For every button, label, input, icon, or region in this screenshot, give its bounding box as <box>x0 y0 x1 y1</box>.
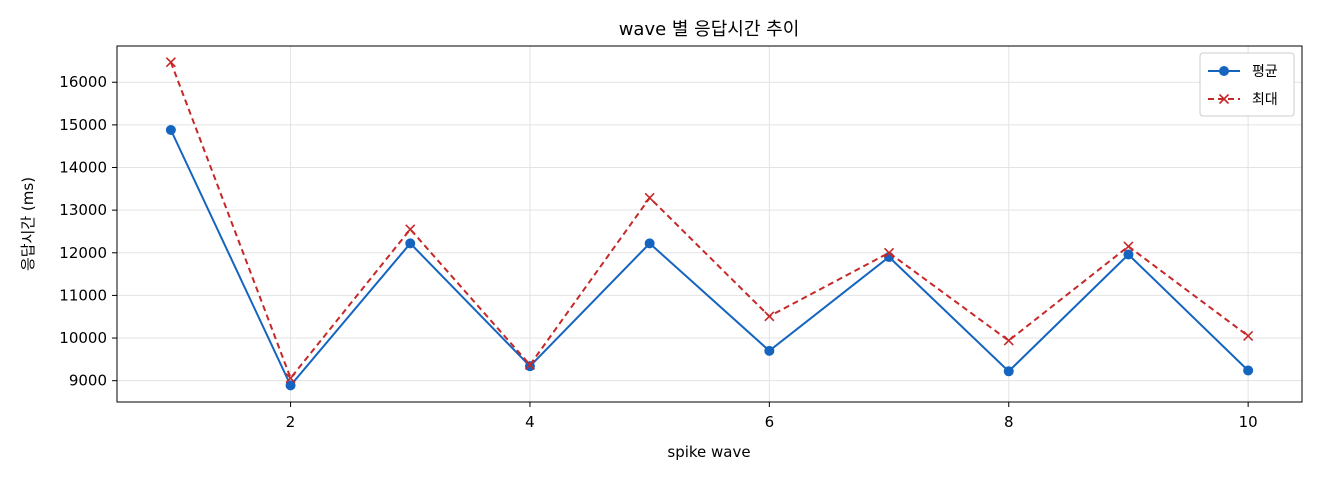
plot-frame <box>116 45 1303 403</box>
series-1-point <box>285 380 296 391</box>
series-1-point <box>1003 366 1014 377</box>
x-tick-label: 8 <box>1004 413 1014 431</box>
series-2-point <box>165 57 176 68</box>
series-2-point <box>405 224 416 235</box>
series-layer <box>165 57 1254 391</box>
y-tick-label: 11000 <box>59 286 107 304</box>
x-axis-title: spike wave <box>667 443 750 461</box>
series-1-point <box>165 124 176 135</box>
y-tick-label: 9000 <box>69 372 107 390</box>
series-1-point <box>1123 249 1134 260</box>
legend-label-1: 평균 <box>1252 64 1278 80</box>
series-2-point <box>285 373 296 384</box>
chart-title: wave 별 응답시간 추이 <box>619 19 800 40</box>
series-1-point <box>524 361 535 372</box>
series-1-point <box>1243 365 1254 376</box>
series-2-point <box>1003 335 1014 346</box>
series-1-point <box>764 345 775 356</box>
series-2-point <box>1243 330 1254 341</box>
y-tick-label: 15000 <box>59 116 107 134</box>
x-tick-label: 6 <box>765 413 775 431</box>
series-2-point <box>883 247 895 258</box>
legend-marker-2 <box>1218 93 1230 105</box>
series-line-2 <box>169 61 1249 381</box>
legend-box <box>1199 52 1295 117</box>
series-2-point <box>644 192 655 203</box>
series-2-point <box>524 359 536 370</box>
y-tick-label: 10000 <box>59 329 107 347</box>
series-2-point <box>764 311 775 322</box>
series-1-point <box>644 238 655 249</box>
y-tick-label: 16000 <box>59 73 107 91</box>
x-tick-label: 10 <box>1239 413 1258 431</box>
grid-lines <box>117 46 1302 402</box>
legend-label-2: 최대 <box>1252 92 1278 108</box>
x-tick-label: 2 <box>286 413 296 431</box>
legend-marker-1 <box>1219 66 1229 76</box>
y-axis-title: 응답시간 (ms) <box>19 177 37 271</box>
y-tick-label: 12000 <box>59 244 107 262</box>
series-line-1 <box>169 129 1249 388</box>
x-axis: 2 4 6 8 10 <box>286 402 1258 431</box>
y-axis: 9000 10000 11000 12000 13000 14000 15000 16000 <box>59 73 117 390</box>
y-tick-label: 14000 <box>59 159 107 177</box>
series-2-point <box>1123 241 1134 252</box>
y-tick-label: 13000 <box>59 201 107 219</box>
x-tick-label: 4 <box>525 413 535 431</box>
series-1-point <box>405 238 416 249</box>
